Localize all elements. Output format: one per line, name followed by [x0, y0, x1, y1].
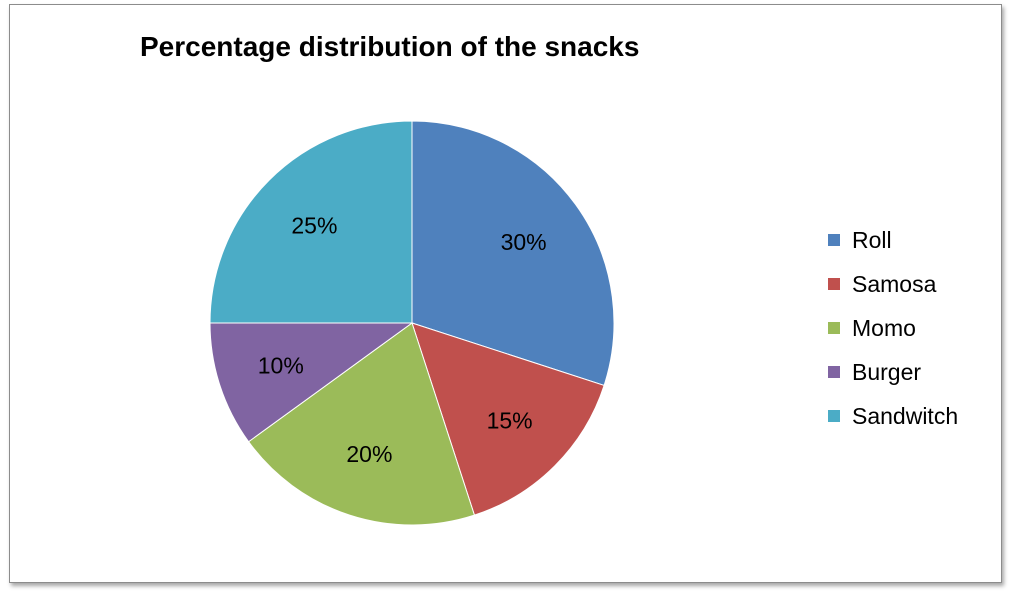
- data-label-samosa: 15%: [487, 408, 533, 434]
- pie-slice-burger: [209, 322, 414, 443]
- legend-label: Burger: [852, 358, 922, 385]
- pie-slice-samosa: [411, 322, 605, 516]
- data-label-sandwitch: 25%: [291, 212, 337, 238]
- legend-label: Samosa: [852, 270, 937, 297]
- pie-slice-roll: [411, 120, 615, 387]
- data-label-roll: 30%: [501, 229, 547, 255]
- legend-swatch: [828, 278, 840, 290]
- legend-swatch: [828, 322, 840, 334]
- pie-data-labels: 30% 15% 20% 10% 25%: [258, 212, 547, 467]
- legend-item-roll: Roll: [828, 218, 958, 262]
- legend-swatch: [828, 366, 840, 378]
- data-label-momo: 20%: [346, 441, 392, 467]
- legend-swatch: [828, 234, 840, 246]
- legend-label: Roll: [852, 226, 892, 253]
- legend-item-sandwitch: Sandwitch: [828, 394, 958, 438]
- legend-label: Momo: [852, 314, 916, 341]
- chart-legend: Roll Samosa Momo Burger Sandwitch: [828, 218, 958, 438]
- legend-item-burger: Burger: [828, 350, 958, 394]
- legend-label: Sandwitch: [852, 402, 959, 429]
- legend-item-samosa: Samosa: [828, 262, 958, 306]
- data-label-burger: 10%: [258, 353, 304, 379]
- pie-slice-sandwitch: [209, 120, 413, 324]
- pie-slice-momo: [247, 322, 476, 526]
- chart-title: Percentage distribution of the snacks: [140, 31, 640, 62]
- legend-item-momo: Momo: [828, 306, 958, 350]
- legend-swatch: [828, 410, 840, 422]
- pie-slices: [209, 120, 615, 526]
